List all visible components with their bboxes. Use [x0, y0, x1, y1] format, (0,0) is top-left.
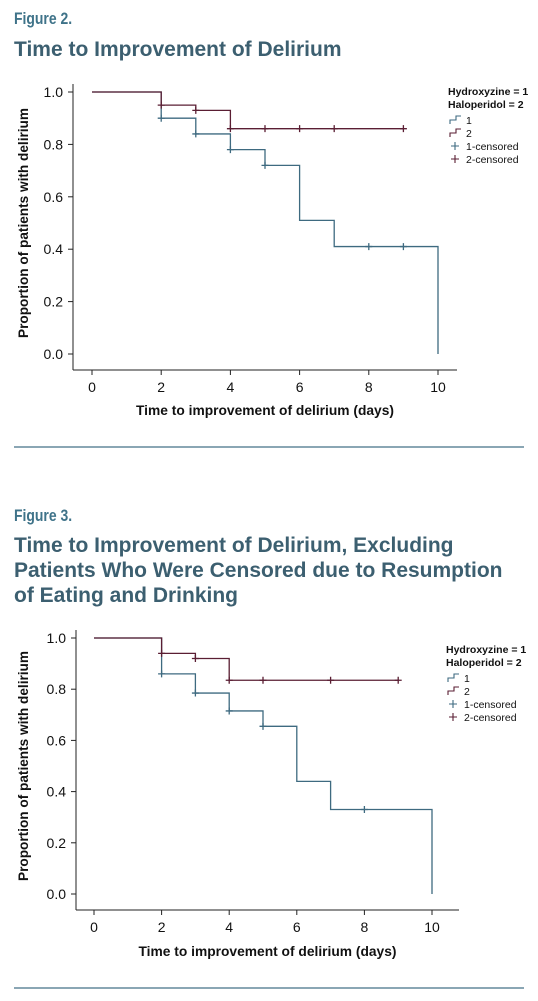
x-tick-label: 2	[157, 379, 165, 395]
figure-3-title-line: Time to Improvement of Delirium, Excludi…	[14, 534, 454, 557]
legend-entry: 2	[466, 128, 472, 140]
legend-swatch-1-censored	[449, 700, 457, 708]
legend-entry: 1	[464, 673, 470, 685]
censor-mark-series-2	[394, 676, 402, 684]
censor-mark-series-1	[360, 806, 368, 814]
censor-mark-series-1	[192, 130, 200, 138]
legend-entry: 1-censored	[466, 141, 519, 153]
censor-mark-series-2	[259, 676, 267, 684]
figure-3-title: Time to Improvement of Delirium, Excludi…	[14, 533, 534, 608]
figure-2-label: Figure 2.	[14, 9, 73, 28]
y-tick-label: 1.0	[47, 630, 67, 646]
legend-title: Hydroxyzine = 1	[448, 86, 528, 98]
series-2-line	[92, 91, 404, 130]
legend-entry: 1-censored	[464, 699, 517, 711]
y-tick-label: 0.8	[44, 136, 64, 152]
figure-2-chart: 0.0 0.2 0.4 0.6 0.8 1.0 0 2 4 6 8 10 Time to improve…	[15, 84, 528, 418]
x-tick-label: 4	[227, 379, 235, 395]
censor-mark-series-1	[157, 114, 165, 122]
figure-3-chart: 0.0 0.2 0.4 0.6 0.8 1.0 0 2 4 6 8 10 Time to improve…	[15, 630, 526, 959]
x-tick-label: 10	[430, 379, 446, 395]
legend-swatch-2-censored	[449, 713, 457, 721]
y-tick-label: 1.0	[44, 84, 64, 100]
censor-mark-series-1	[365, 243, 373, 251]
divider	[14, 987, 524, 989]
x-tick-label: 2	[158, 919, 166, 935]
x-tick-label: 8	[365, 379, 373, 395]
y-tick-label: 0.8	[47, 681, 67, 697]
censor-mark-series-2	[192, 106, 200, 114]
y-tick-label: 0.0	[44, 346, 64, 362]
legend-entry: 2	[464, 686, 470, 698]
censor-mark-series-2	[158, 649, 166, 657]
x-tick-label: 8	[361, 919, 369, 935]
figure-3-title-line: Patients Who Were Censored due to Resump…	[14, 559, 503, 582]
x-tick-label: 6	[296, 379, 304, 395]
x-tick-label: 4	[225, 919, 233, 935]
series-2-line	[94, 637, 399, 681]
figure-2-title: Time to Improvement of Delirium	[14, 38, 342, 61]
censor-mark-series-2	[296, 125, 304, 133]
y-tick-label: 0.2	[47, 835, 67, 851]
censor-mark-series-1	[226, 146, 234, 154]
y-tick-label: 0.2	[44, 294, 64, 310]
censor-mark-series-1	[158, 670, 166, 678]
legend-title: Haloperidol = 2	[448, 99, 524, 111]
legend-title: Hydroxyzine = 1	[446, 644, 526, 656]
figure-3-label: Figure 3.	[14, 506, 73, 525]
legend-swatch-1-censored	[451, 142, 459, 150]
legend-swatch-2	[447, 686, 459, 695]
censor-mark-series-2	[261, 125, 269, 133]
censor-mark-series-1	[259, 722, 267, 730]
x-tick-label: 6	[293, 919, 301, 935]
x-axis-label: Time to improvement of delirium (days)	[139, 943, 397, 959]
figure-3-title-line: of Eating and Drinking	[14, 584, 238, 607]
censor-mark-series-1	[191, 689, 199, 697]
y-axis-label: Proportion of patients with delirium	[15, 108, 31, 338]
x-tick-label: 10	[424, 919, 440, 935]
censor-mark-series-2	[225, 676, 233, 684]
censor-mark-series-1	[399, 243, 407, 251]
y-tick-label: 0.6	[47, 732, 67, 748]
censor-mark-series-2	[226, 125, 234, 133]
x-tick-label: 0	[90, 919, 98, 935]
legend-entry: 1	[466, 115, 472, 127]
series-1-line	[92, 91, 439, 354]
legend-entry: 2-censored	[466, 154, 519, 166]
censor-mark-series-2	[327, 676, 335, 684]
censor-mark-series-1	[225, 707, 233, 715]
legend-swatch-2-censored	[451, 155, 459, 163]
censor-mark-series-2	[191, 654, 199, 662]
legend-swatch-1	[449, 115, 461, 124]
y-tick-label: 0.4	[47, 784, 67, 800]
y-axis-label: Proportion of patients with delirium	[15, 651, 31, 881]
series-1-line	[94, 637, 433, 894]
x-axis-label: Time to improvement of delirium (days)	[136, 402, 394, 418]
censor-mark-series-2	[330, 125, 338, 133]
legend-entry: 2-censored	[464, 712, 517, 724]
censor-mark-series-1	[261, 161, 269, 169]
y-tick-label: 0.6	[44, 189, 64, 205]
censor-mark-series-2	[157, 101, 165, 109]
legend-swatch-1	[447, 673, 459, 682]
y-tick-label: 0.4	[44, 241, 64, 257]
y-tick-label: 0.0	[47, 886, 67, 902]
legend-title: Haloperidol = 2	[446, 657, 522, 669]
censor-mark-series-2	[399, 125, 407, 133]
x-tick-label: 0	[88, 379, 96, 395]
divider	[14, 446, 524, 448]
legend-swatch-2	[449, 128, 461, 137]
